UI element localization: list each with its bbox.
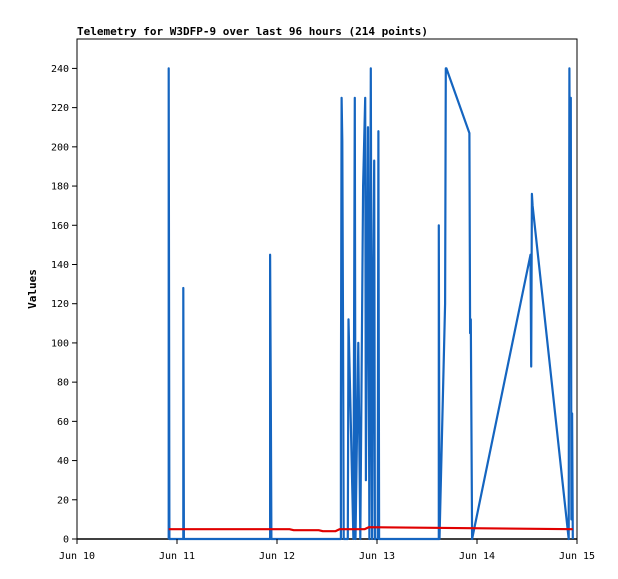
x-tick-label: Jun 11 [159,551,195,562]
y-tick-label: 120 [51,299,69,310]
y-tick-label: 100 [51,338,69,349]
axes-layer: 0 20 40 60 80 100 120 140 160 180 200 220 240 Jun 10 J… [51,64,595,562]
y-tick-label: 240 [51,64,69,75]
y-tick-label: 180 [51,182,69,193]
y-tick-label: 160 [51,221,69,232]
y-tick-label: 220 [51,103,69,114]
y-axis-label: Values [26,269,39,309]
y-tick-label: 140 [51,260,69,271]
x-tick-label: Jun 14 [459,551,495,562]
x-tick-label: Jun 13 [359,551,395,562]
series-line-1 [167,67,574,541]
x-tick-label: Jun 12 [259,551,295,562]
y-tick-label: 20 [57,495,69,506]
x-tick-label: Jun 10 [59,551,95,562]
plot-area [76,38,578,540]
y-tick-label: 0 [63,535,69,546]
chart-title: Telemetry for W3DFP-9 over last 96 hours… [77,25,428,38]
x-tick-label: Jun 15 [559,551,595,562]
y-tick-label: 80 [57,378,69,389]
series-layer [77,67,577,541]
y-tick-label: 60 [57,417,69,428]
y-tick-label: 200 [51,142,69,153]
y-tick-label: 40 [57,456,69,467]
series-line-2 [168,526,573,533]
